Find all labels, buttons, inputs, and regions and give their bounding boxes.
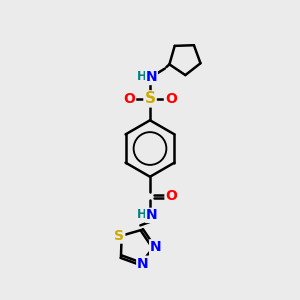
Text: S: S — [145, 92, 155, 106]
Text: H: H — [137, 208, 147, 221]
Text: N: N — [146, 70, 157, 85]
Text: N: N — [146, 208, 157, 222]
Text: H: H — [137, 70, 147, 83]
Text: N: N — [150, 240, 162, 254]
Text: O: O — [165, 92, 177, 106]
Text: N: N — [137, 257, 149, 271]
Text: S: S — [114, 229, 124, 243]
Text: O: O — [166, 189, 177, 203]
Text: O: O — [123, 92, 135, 106]
